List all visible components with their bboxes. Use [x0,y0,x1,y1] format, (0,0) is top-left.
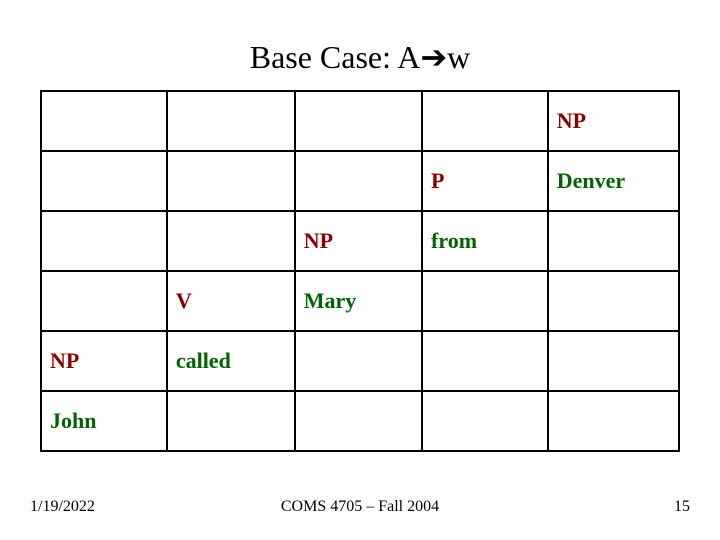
cell [167,91,295,151]
cell: Mary [295,271,422,331]
cell [41,211,167,271]
cell: P [422,151,548,211]
cell: from [422,211,548,271]
cell [422,91,548,151]
cky-table: NP P Denver NP from V Mary NP called [40,90,680,452]
cell [167,151,295,211]
footer-page: 15 [674,498,690,516]
cell [548,271,679,331]
cell [295,151,422,211]
cell: called [167,331,295,391]
cell [41,271,167,331]
cell: John [41,391,167,451]
cell: NP [295,211,422,271]
cell: V [167,271,295,331]
cell [295,331,422,391]
table-row: John [41,391,679,451]
slide-title: Base Case: A➔w [0,38,720,76]
table-row: P Denver [41,151,679,211]
cell [167,211,295,271]
table-row: V Mary [41,271,679,331]
cell [422,271,548,331]
title-suffix: w [447,39,470,75]
cell: Denver [548,151,679,211]
cell [422,331,548,391]
cell [548,391,679,451]
cell: NP [41,331,167,391]
cell [548,331,679,391]
table-row: NP from [41,211,679,271]
cell [167,391,295,451]
arrow-icon: ➔ [420,39,447,75]
cell [295,91,422,151]
cell [41,151,167,211]
table-row: NP called [41,331,679,391]
table-row: NP [41,91,679,151]
cell [41,91,167,151]
cell [548,211,679,271]
footer-center: COMS 4705 – Fall 2004 [0,498,720,516]
cell: NP [548,91,679,151]
cell [422,391,548,451]
slide: Base Case: A➔w NP P Denver NP from V Ma [0,0,720,540]
cell [295,391,422,451]
title-prefix: Base Case: A [250,39,421,75]
